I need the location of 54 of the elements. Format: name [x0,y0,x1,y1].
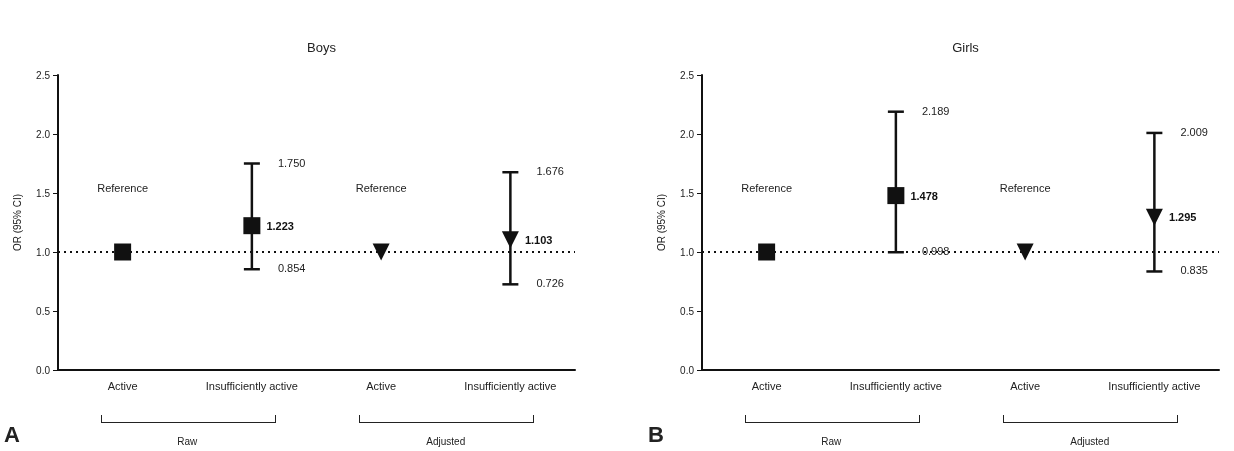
annotation: Reference [741,182,793,194]
point [243,217,261,235]
y-tick-label: 2.5 [680,69,695,81]
annotation: 0.835 [1180,264,1208,277]
x-tick-label: Active [751,379,782,392]
text: B [648,422,664,448]
annotation: 1.676 [536,165,564,178]
y-tick-label: 1.0 [680,246,695,258]
x-tick-label: Insufficiently active [464,379,557,392]
annotation: 0.854 [277,262,306,275]
data-label: 1.103 [524,233,553,246]
y-tick-label: 1.5 [680,187,695,199]
y-tick-label: 2.0 [680,128,695,140]
y-tick-label: 2.0 [36,128,51,140]
annotation: Reference [999,182,1051,194]
data-label: 1.478 [910,189,938,202]
annotation: 1.750 [277,156,306,169]
x-tick-label: Insufficiently active [849,379,942,392]
annotation: 2.189 [921,104,950,117]
x-tick-label: Active [1010,379,1041,392]
x-tick-label: Insufficiently active [205,379,298,392]
point [887,187,905,205]
annotation: Reference [355,182,407,194]
point [501,231,519,249]
y-axis-title: OR (95% CI) [655,193,667,252]
y-tick-label: 0.0 [680,364,695,376]
data-label: 1.295 [1168,211,1197,224]
y-tick-label: 1.0 [36,246,51,258]
x-tick-label: Active [107,379,138,392]
point [1016,243,1034,261]
y-tick-label: 0.5 [680,305,695,317]
point [1145,208,1163,226]
chart-title: Boys [307,40,337,55]
x-tick-label: Insufficiently active [1108,379,1201,392]
y-tick-label: 1.5 [36,187,51,199]
point [372,243,390,261]
annotation: Reference [97,182,149,194]
text: Adjusted [426,436,466,447]
y-tick-label: 2.5 [36,69,51,81]
x-tick-label: Active [366,379,397,392]
data-label: 1.223 [266,219,294,232]
text: Raw [177,436,198,447]
annotation: 0.726 [536,277,564,290]
y-tick-label: 0.5 [36,305,51,317]
text: Raw [821,436,842,447]
text: A [4,422,20,448]
y-tick-label: 0.0 [36,364,51,376]
text: Adjusted [1070,436,1110,447]
point [758,243,776,261]
y-axis-title: OR (95% CI) [11,193,23,252]
chart-title: Girls [952,40,980,55]
point [114,243,132,261]
annotation: 0.998 [921,245,950,258]
annotation: 2.009 [1180,125,1208,138]
